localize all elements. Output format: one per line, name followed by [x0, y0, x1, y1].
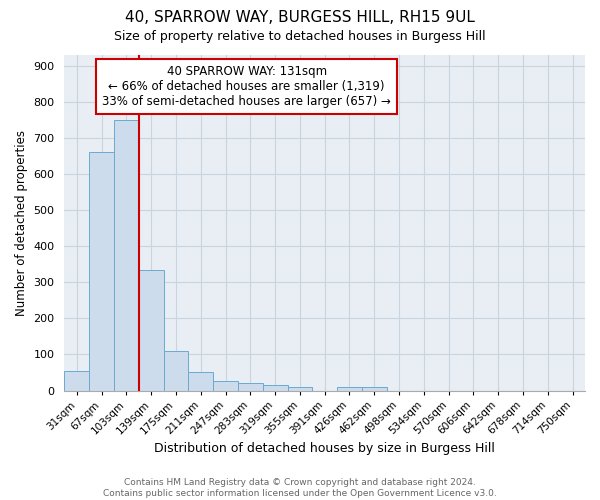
- Bar: [139, 270, 164, 390]
- Bar: [89, 152, 114, 390]
- Bar: [213, 381, 238, 390]
- Text: 40, SPARROW WAY, BURGESS HILL, RH15 9UL: 40, SPARROW WAY, BURGESS HILL, RH15 9UL: [125, 10, 475, 25]
- Text: Size of property relative to detached houses in Burgess Hill: Size of property relative to detached ho…: [114, 30, 486, 43]
- Text: 40 SPARROW WAY: 131sqm
← 66% of detached houses are smaller (1,319)
33% of semi-: 40 SPARROW WAY: 131sqm ← 66% of detached…: [102, 65, 391, 108]
- Bar: [164, 351, 188, 391]
- Bar: [263, 385, 287, 390]
- X-axis label: Distribution of detached houses by size in Burgess Hill: Distribution of detached houses by size …: [154, 442, 495, 455]
- Bar: [337, 387, 362, 390]
- Bar: [287, 387, 313, 390]
- Bar: [64, 370, 89, 390]
- Bar: [238, 384, 263, 390]
- Y-axis label: Number of detached properties: Number of detached properties: [15, 130, 28, 316]
- Text: Contains HM Land Registry data © Crown copyright and database right 2024.
Contai: Contains HM Land Registry data © Crown c…: [103, 478, 497, 498]
- Bar: [362, 387, 386, 390]
- Bar: [114, 120, 139, 390]
- Bar: [188, 372, 213, 390]
